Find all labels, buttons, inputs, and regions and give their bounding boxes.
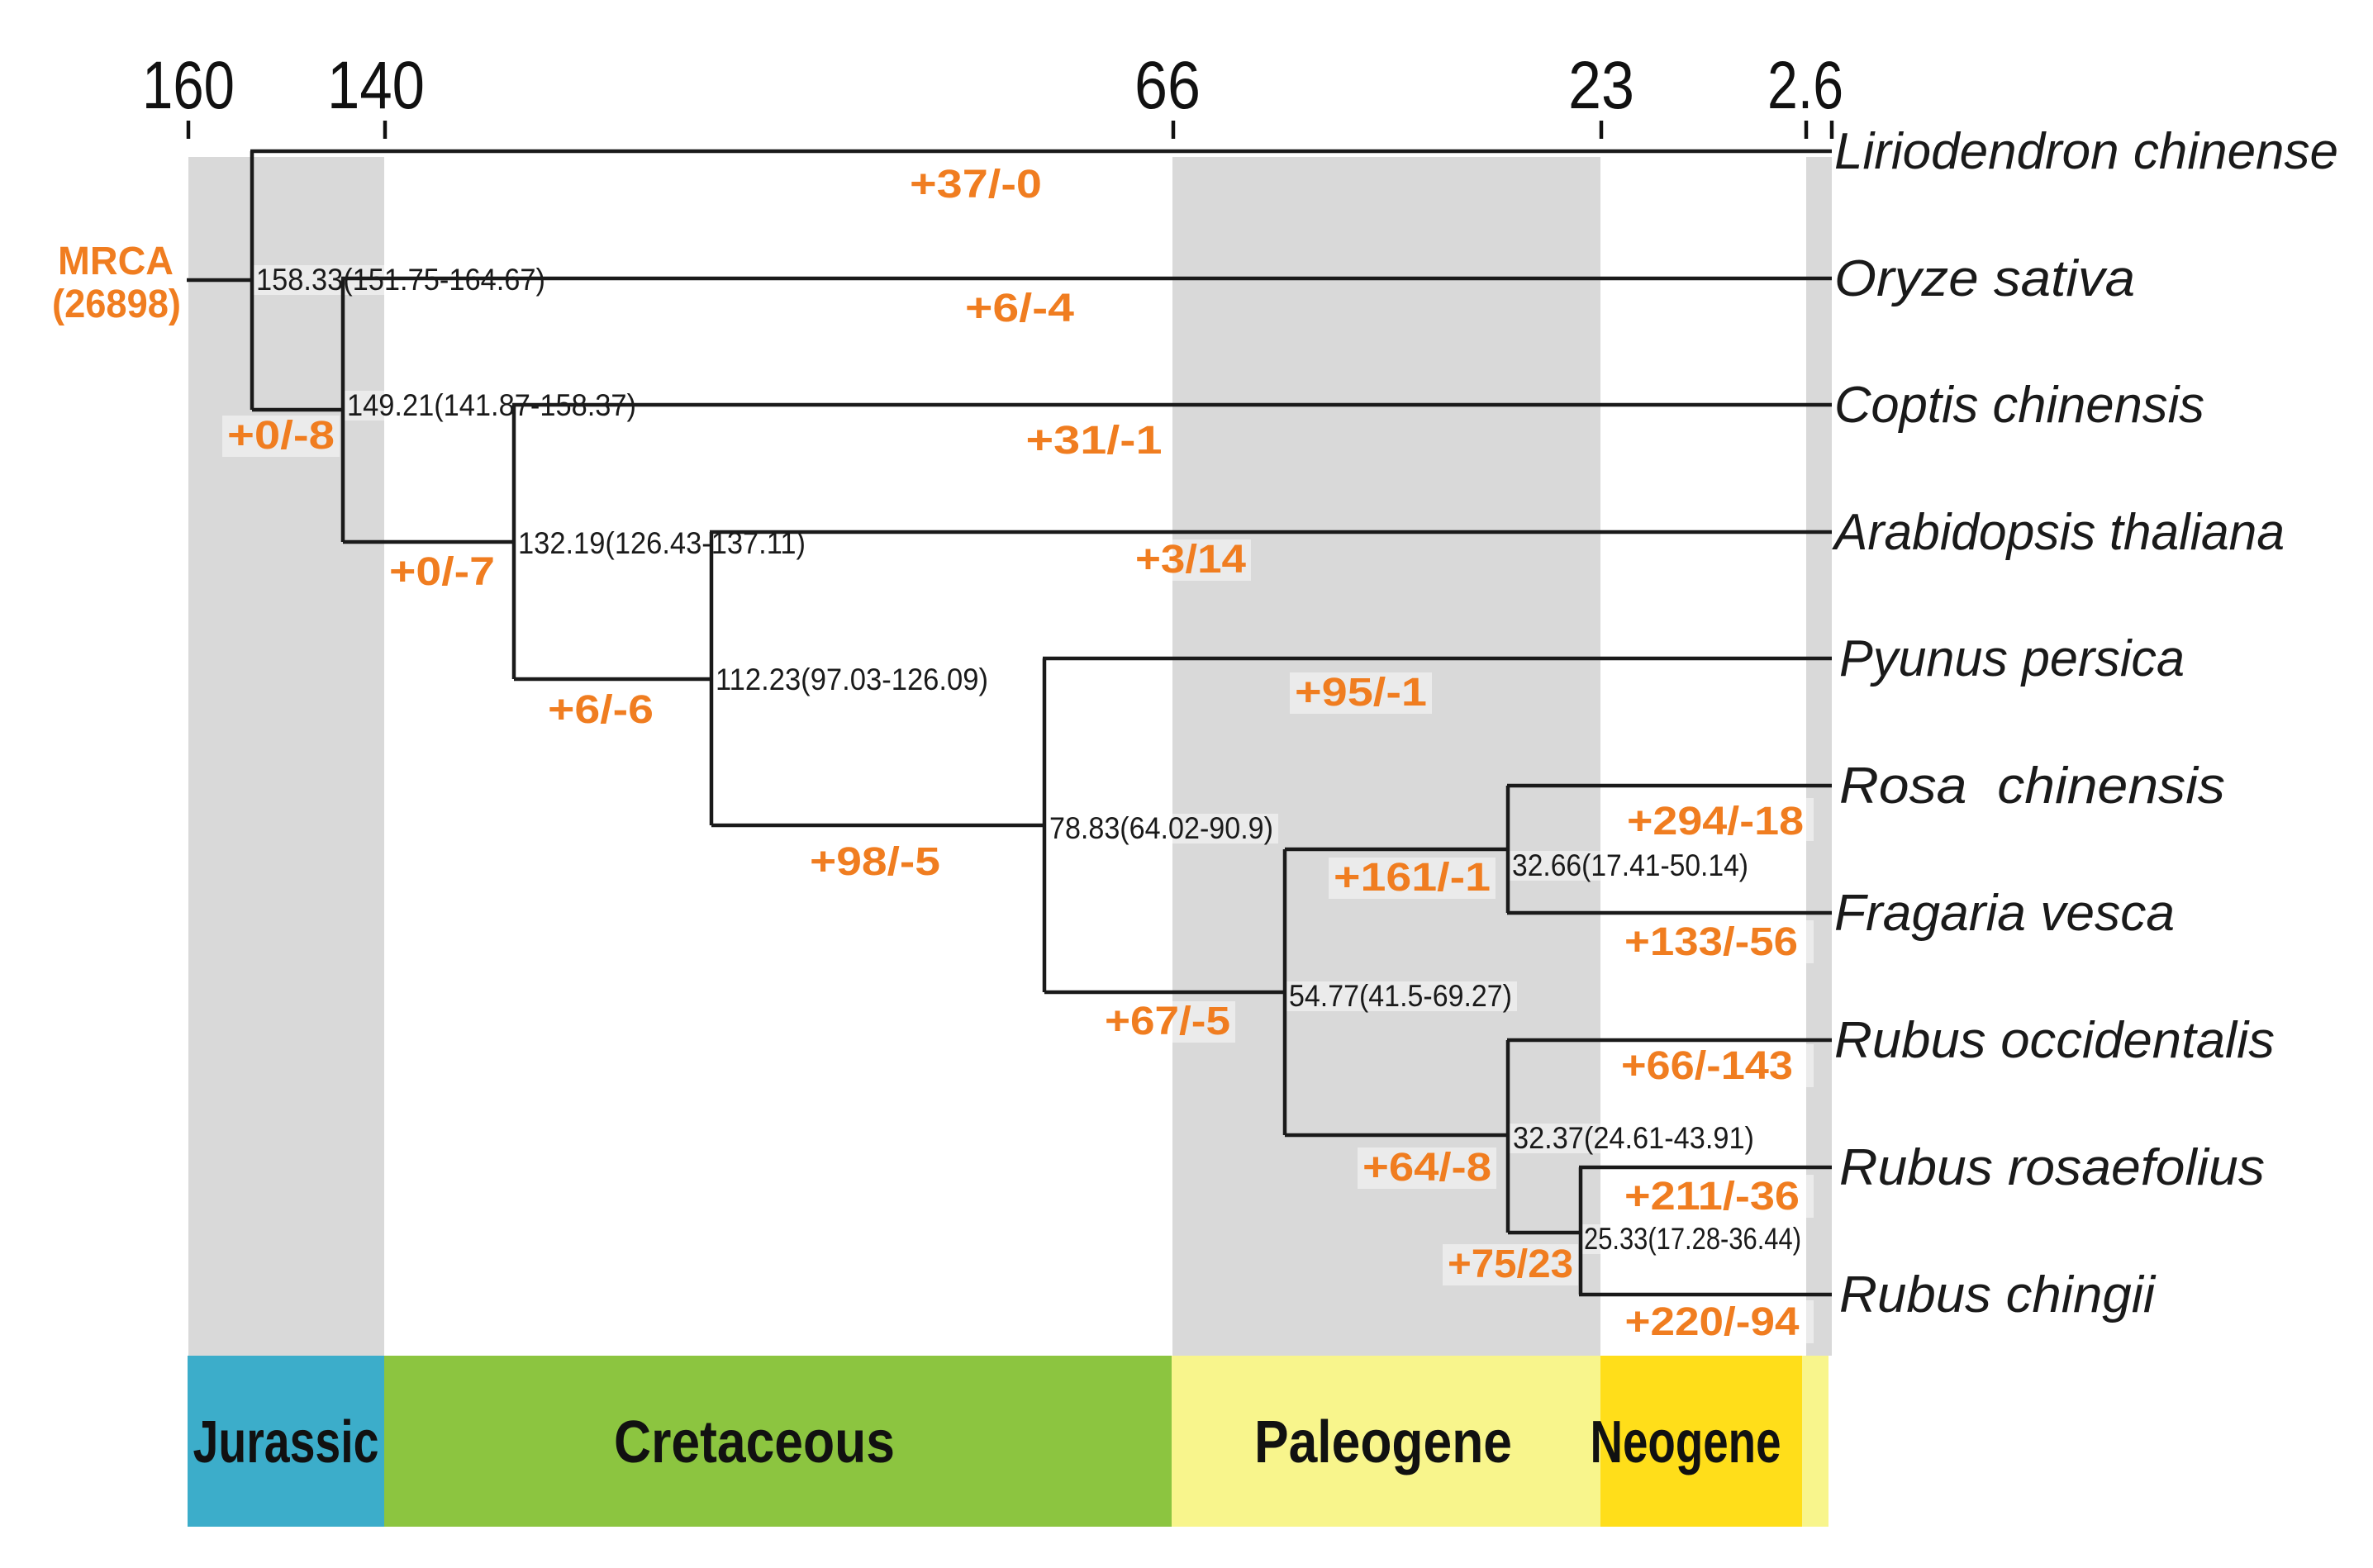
svg-text:+211/-36: +211/-36	[1624, 1175, 1800, 1219]
svg-text:+37/-0: +37/-0	[910, 163, 1042, 207]
svg-text:132.19(126.43-137.11): 132.19(126.43-137.11)	[518, 526, 806, 560]
svg-text:+6/-6: +6/-6	[548, 688, 654, 732]
svg-text:25.33(17.28-36.44): 25.33(17.28-36.44)	[1584, 1222, 1801, 1256]
svg-text:Liriodendron chinense: Liriodendron chinense	[1834, 123, 2338, 180]
svg-text:66: 66	[1134, 48, 1201, 123]
svg-text:Rubus chingii: Rubus chingii	[1839, 1266, 2157, 1323]
svg-text:2.6: 2.6	[1767, 48, 1843, 123]
svg-text:23: 23	[1568, 48, 1634, 123]
svg-text:+220/-94: +220/-94	[1625, 1300, 1800, 1344]
svg-text:32.66(17.41-50.14): 32.66(17.41-50.14)	[1512, 848, 1748, 882]
svg-text:Arabidopsis thaliana: Arabidopsis thaliana	[1831, 504, 2285, 561]
svg-text:+66/-143: +66/-143	[1621, 1044, 1793, 1088]
svg-text:Pyunus persica: Pyunus persica	[1839, 630, 2185, 687]
svg-text:32.37(24.61-43.91): 32.37(24.61-43.91)	[1513, 1121, 1754, 1155]
svg-text:Cretaceous: Cretaceous	[614, 1409, 895, 1475]
svg-text:+67/-5: +67/-5	[1105, 1000, 1230, 1043]
svg-text:+31/-1: +31/-1	[1026, 419, 1163, 463]
svg-text:149.21(141.87-158.37): 149.21(141.87-158.37)	[347, 388, 636, 422]
svg-text:78.83(64.02-90.9): 78.83(64.02-90.9)	[1049, 811, 1273, 845]
svg-text:Rosa chinensis: Rosa chinensis	[1839, 758, 2225, 815]
svg-text:Rubus occidentalis: Rubus occidentalis	[1834, 1012, 2275, 1069]
svg-text:+294/-18: +294/-18	[1627, 800, 1804, 843]
svg-text:+3/14: +3/14	[1135, 538, 1246, 582]
svg-text:Fragaria vesca: Fragaria vesca	[1834, 885, 2175, 942]
svg-text:Jurassic: Jurassic	[193, 1409, 379, 1475]
svg-text:Oryze sativa: Oryze sativa	[1834, 250, 2135, 307]
svg-text:+95/-1: +95/-1	[1295, 671, 1427, 715]
svg-text:+75/23: +75/23	[1448, 1243, 1573, 1286]
svg-text:+133/-56: +133/-56	[1624, 920, 1798, 964]
svg-text:+161/-1: +161/-1	[1334, 856, 1491, 900]
svg-text:+0/-8: +0/-8	[227, 414, 335, 458]
svg-text:112.23(97.03-126.09): 112.23(97.03-126.09)	[716, 663, 988, 696]
svg-text:Rubus rosaefolius: Rubus rosaefolius	[1839, 1139, 2265, 1196]
svg-text:+0/-7: +0/-7	[389, 550, 495, 594]
svg-text:+6/-4: +6/-4	[965, 287, 1074, 330]
svg-text:158.33(151.75-164.67): 158.33(151.75-164.67)	[256, 263, 545, 297]
svg-text:54.77(41.5-69.27): 54.77(41.5-69.27)	[1289, 979, 1512, 1013]
svg-text:140: 140	[327, 48, 425, 123]
svg-text:+98/-5: +98/-5	[810, 840, 940, 884]
svg-text:Paleogene: Paleogene	[1254, 1409, 1512, 1475]
svg-text:160: 160	[142, 48, 235, 123]
svg-text:+64/-8: +64/-8	[1362, 1146, 1491, 1190]
svg-text:Neogene: Neogene	[1591, 1409, 1781, 1475]
svg-text:Coptis chinensis: Coptis chinensis	[1834, 377, 2204, 434]
svg-text:MRCA: MRCA	[58, 240, 174, 283]
svg-text:(26898): (26898)	[52, 283, 181, 326]
